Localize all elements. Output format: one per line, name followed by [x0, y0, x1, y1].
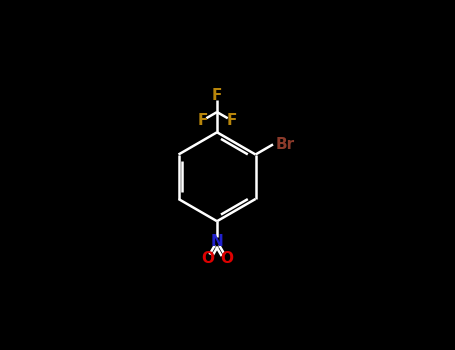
Text: Br: Br [275, 137, 294, 152]
Text: F: F [197, 113, 208, 128]
Text: O: O [220, 251, 233, 266]
Text: F: F [212, 88, 222, 103]
Text: N: N [211, 234, 223, 249]
Text: O: O [201, 251, 214, 266]
Text: F: F [226, 113, 237, 128]
